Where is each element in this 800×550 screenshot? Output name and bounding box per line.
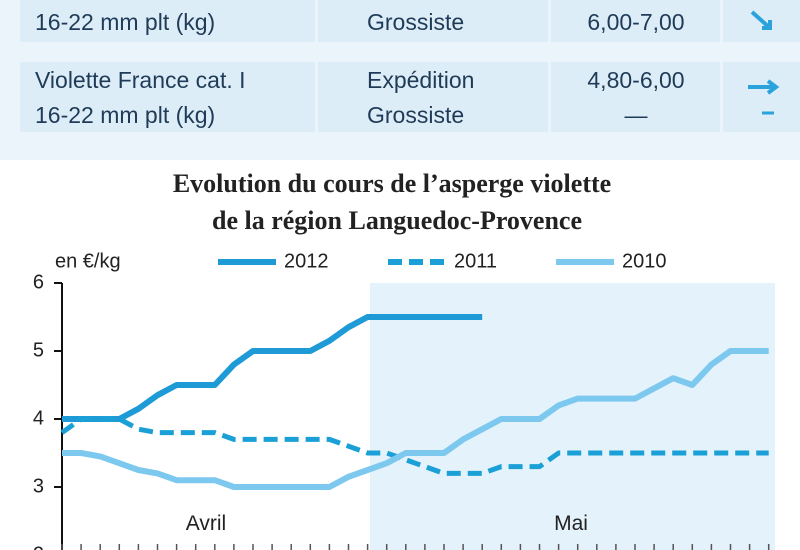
series-line (62, 348, 769, 490)
cell-bg (20, 0, 315, 42)
table-cell: 6,00-7,00 (587, 9, 684, 35)
table-cell: Expédition (367, 67, 474, 93)
chart-title: de la région Languedoc-Provence (212, 206, 582, 235)
month-label: Avril (186, 512, 226, 535)
series-line (62, 314, 483, 422)
table-cell: 16-22 mm plt (kg) (35, 102, 215, 128)
cell-bg (551, 0, 720, 42)
table-cell: — (625, 102, 648, 128)
month-band (370, 283, 775, 550)
table-cell: Grossiste (367, 102, 464, 128)
y-tick-label: 3 (33, 475, 44, 497)
table-cell: 4,80-6,00 (587, 67, 684, 93)
trend-down-icon (750, 10, 772, 30)
month-label: Mai (554, 512, 588, 535)
table-cell: Violette France cat. I (35, 67, 246, 93)
chart-title: Evolution du cours de l’asperge violette (173, 169, 611, 198)
legend-label: 2010 (622, 250, 667, 272)
y-tick-label: 2 (33, 543, 44, 550)
y-tick-label: 5 (33, 339, 44, 361)
cell-bg (318, 0, 548, 42)
cell-bg (318, 62, 548, 132)
cell-bg (723, 62, 800, 132)
legend-label: 2012 (284, 250, 329, 272)
series-line (60, 416, 769, 476)
table-cell: 16-22 mm plt (kg) (35, 9, 215, 35)
y-tick-label: 6 (33, 271, 44, 293)
y-axis-label: en €/kg (55, 250, 121, 272)
trend-flat-icon (748, 79, 780, 95)
cell-bg (551, 62, 720, 132)
cell-bg (20, 62, 315, 132)
y-tick-label: 4 (33, 407, 44, 429)
legend-label: 2011 (454, 250, 497, 272)
table-cell: Grossiste (367, 9, 464, 35)
